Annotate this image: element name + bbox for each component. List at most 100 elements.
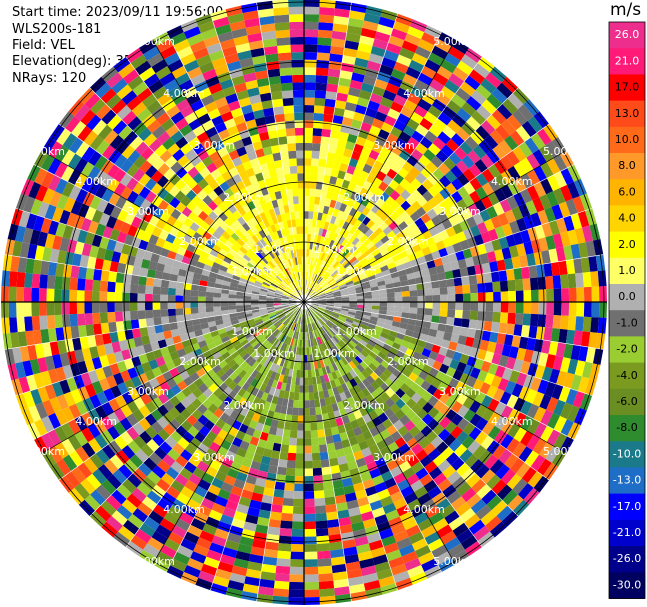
ppi-cell: [132, 468, 147, 483]
colorbar-tick-label: 8.0: [618, 159, 636, 172]
ppi-cell: [339, 328, 347, 336]
ppi-cell: [577, 376, 590, 394]
ppi-cell: [209, 249, 219, 258]
range-ring-label: 1.00km: [335, 325, 377, 338]
ppi-cell: [183, 130, 197, 143]
ppi-cell: [308, 392, 315, 401]
ppi-cell: [422, 402, 434, 414]
ppi-cell: [317, 166, 326, 175]
ppi-cell: [85, 324, 95, 337]
ppi-cell: [400, 200, 411, 211]
ppi-cell: [258, 306, 267, 310]
ppi-cell: [351, 323, 360, 330]
ppi-cell: [228, 213, 238, 224]
ppi-cell: [504, 453, 519, 469]
ppi-cell: [291, 282, 297, 290]
ppi-cell: [225, 252, 235, 261]
colorbar-tick-label: 6.0: [618, 185, 636, 198]
ppi-cell: [508, 245, 519, 258]
ppi-cell: [202, 363, 213, 374]
ppi-cell: [239, 246, 248, 255]
ppi-cell: [151, 465, 166, 479]
ppi-cell: [375, 396, 385, 407]
ppi-cell: [589, 223, 601, 241]
ppi-cell: [100, 322, 110, 334]
ppi-cell: [276, 349, 283, 358]
ppi-cell: [81, 427, 95, 443]
ppi-cell: [462, 396, 475, 410]
ppi-cell: [437, 211, 449, 223]
range-ring-label: 3.00km: [439, 205, 481, 218]
ppi-cell: [115, 449, 130, 465]
ppi-cell: [390, 101, 404, 113]
ppi-cell: [107, 474, 122, 490]
ppi-cell: [318, 573, 334, 582]
ppi-cell: [470, 302, 479, 312]
ppi-cell: [445, 452, 460, 466]
ppi-cell: [379, 302, 388, 307]
ppi-cell: [122, 311, 131, 321]
ppi-cell: [376, 153, 388, 165]
ppi-cell: [126, 493, 142, 508]
ppi-cell: [211, 535, 227, 547]
ppi-cell: [466, 473, 481, 488]
range-ring-label: 5.00km: [23, 445, 65, 458]
ppi-cell: [574, 227, 586, 244]
ppi-cell: [322, 314, 330, 320]
ppi-cell: [361, 447, 372, 458]
ppi-cell: [579, 393, 593, 411]
ppi-cell: [218, 464, 231, 475]
ppi-cell: [281, 297, 290, 300]
ppi-cell: [356, 329, 365, 337]
ppi-cell: [304, 392, 310, 401]
ppi-cell: [107, 149, 122, 164]
ppi-cell: [31, 273, 41, 289]
ppi-cell: [169, 395, 181, 407]
ppi-cell: [485, 292, 494, 302]
ppi-cell: [330, 269, 338, 277]
ppi-cell: [448, 152, 462, 166]
ppi-cell: [137, 219, 149, 232]
ppi-cell: [277, 52, 292, 61]
ppi-cell: [553, 399, 566, 416]
ppi-cell: [331, 312, 340, 318]
ppi-cell: [244, 450, 255, 461]
ppi-cell: [417, 302, 426, 309]
ppi-cell: [575, 272, 584, 288]
ppi-cell: [107, 114, 122, 130]
ppi-cell: [497, 378, 510, 392]
ppi-cell: [170, 111, 185, 125]
ppi-cell: [526, 153, 541, 170]
ppi-cell: [538, 352, 549, 367]
ppi-cell: [266, 533, 280, 544]
ppi-cell: [348, 234, 357, 244]
ppi-cell: [56, 194, 69, 210]
ppi-cell: [258, 374, 267, 383]
ppi-cell: [363, 333, 372, 340]
ppi-cell: [343, 546, 358, 557]
ppi-cell: [446, 490, 462, 505]
ppi-cell: [463, 409, 476, 423]
ppi-cell: [550, 328, 561, 343]
ppi-cell: [306, 308, 311, 317]
ppi-cell: [11, 378, 23, 396]
ppi-cell: [407, 136, 420, 149]
ppi-cell: [113, 351, 124, 363]
ppi-cell: [344, 205, 353, 215]
ppi-cell: [201, 472, 215, 485]
ppi-cell: [383, 157, 395, 169]
ppi-cell: [252, 396, 261, 406]
site-label: WLS200s-181: [12, 22, 102, 37]
ppi-cell: [238, 280, 247, 287]
ppi-cell: [175, 288, 184, 296]
ppi-cell: [287, 399, 294, 408]
ppi-cell: [267, 378, 275, 387]
ppi-cell: [266, 352, 274, 361]
ppi-cell: [326, 442, 336, 452]
ppi-cell: [385, 315, 394, 321]
ppi-cell: [332, 325, 340, 333]
ppi-cell: [143, 516, 160, 531]
ppi-cell: [413, 486, 428, 499]
ppi-cell: [333, 308, 341, 312]
ppi-cell: [68, 450, 84, 467]
